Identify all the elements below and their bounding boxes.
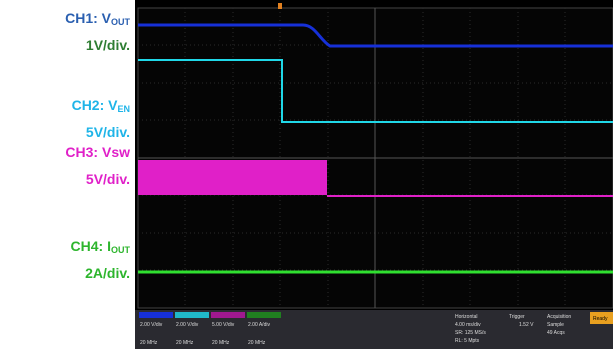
ch2-name: CH2: V <box>71 97 118 113</box>
ch3-label: CH3: Vsw <box>65 144 130 160</box>
ch4-sub: OUT <box>111 245 130 255</box>
ch1-bw: 20 MHz <box>140 340 158 346</box>
ch2-trace <box>138 59 613 123</box>
ch2-scale: 5V/div. <box>85 124 130 140</box>
ch1-sub: OUT <box>111 17 130 27</box>
ch2-bw: 20 MHz <box>176 340 194 346</box>
trigger-level: 1.52 V <box>519 322 534 328</box>
ch1-tab <box>139 312 173 318</box>
ch4-scale-text: 2.00 A/div <box>248 322 270 328</box>
ch1-label: CH1: VOUT <box>0 10 130 27</box>
ch3-scale: 5V/div. <box>85 171 130 187</box>
ch2-tab <box>175 312 209 318</box>
horizontal-rl: RL: 5 Mpts <box>455 338 480 344</box>
scope-screen: 2.00 V/div 20 MHz 2.00 V/div 20 MHz 5.00… <box>135 0 613 349</box>
ch2-sub: EN <box>117 104 130 114</box>
ch1-name: CH1: V <box>65 10 111 26</box>
horizontal-rate: 4.00 ms/div <box>455 322 481 328</box>
status-text: Ready <box>593 316 608 322</box>
ch3-bw: 20 MHz <box>212 340 230 346</box>
ch4-label: CH4: IOUT <box>0 238 130 255</box>
ch4-bw: 20 MHz <box>248 340 266 346</box>
ch3-burst <box>138 160 327 195</box>
acq-title: Acquisition <box>547 314 571 320</box>
ch2-scale-text: 2.00 V/div <box>176 322 199 328</box>
ch4-tab <box>247 312 281 318</box>
ch4-name: CH4: I <box>70 238 111 254</box>
status-box <box>590 312 613 324</box>
acq-mode: Sample <box>547 322 564 328</box>
ch1-scale: 1V/div. <box>85 37 130 53</box>
ch2-label: CH2: VEN <box>0 97 130 114</box>
horizontal-title: Horizontal <box>455 314 478 320</box>
ch3-tab <box>211 312 245 318</box>
trigger-title: Trigger <box>509 314 525 320</box>
trigger-marker <box>278 3 282 9</box>
horizontal-sr: SR: 125 MS/s <box>455 330 486 336</box>
ch4-scale: 2A/div. <box>85 265 130 281</box>
ch3-scale-text: 5.00 V/div <box>212 322 235 328</box>
ch1-trace <box>138 23 613 48</box>
acq-count: 49 Acqs <box>547 330 565 336</box>
ch1-scale-text: 2.00 V/div <box>140 322 163 328</box>
